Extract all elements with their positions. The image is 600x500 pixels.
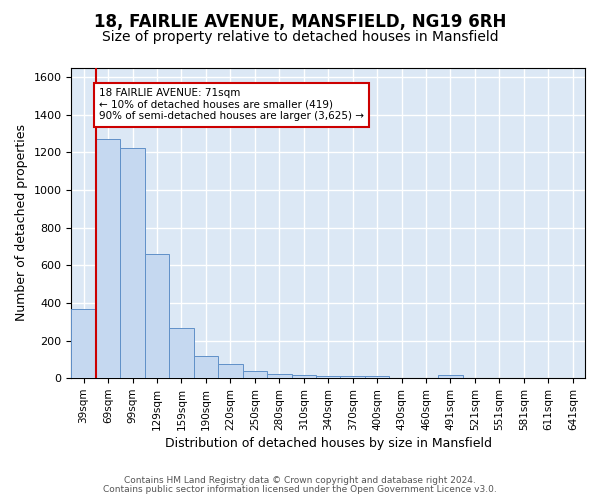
Bar	[96, 139, 121, 378]
Bar	[145, 254, 169, 378]
Text: Size of property relative to detached houses in Mansfield: Size of property relative to detached ho…	[101, 30, 499, 44]
Bar	[438, 375, 463, 378]
Bar	[242, 371, 267, 378]
Bar	[218, 364, 242, 378]
Text: 18 FAIRLIE AVENUE: 71sqm
← 10% of detached houses are smaller (419)
90% of semi-: 18 FAIRLIE AVENUE: 71sqm ← 10% of detach…	[99, 88, 364, 122]
X-axis label: Distribution of detached houses by size in Mansfield: Distribution of detached houses by size …	[165, 437, 492, 450]
Bar	[292, 376, 316, 378]
Text: 18, FAIRLIE AVENUE, MANSFIELD, NG19 6RH: 18, FAIRLIE AVENUE, MANSFIELD, NG19 6RH	[94, 12, 506, 30]
Bar	[340, 376, 365, 378]
Y-axis label: Number of detached properties: Number of detached properties	[15, 124, 28, 322]
Bar	[267, 374, 292, 378]
Bar	[194, 356, 218, 378]
Bar	[365, 376, 389, 378]
Bar	[121, 148, 145, 378]
Text: Contains HM Land Registry data © Crown copyright and database right 2024.: Contains HM Land Registry data © Crown c…	[124, 476, 476, 485]
Bar	[316, 376, 340, 378]
Bar	[169, 328, 194, 378]
Text: Contains public sector information licensed under the Open Government Licence v3: Contains public sector information licen…	[103, 485, 497, 494]
Bar	[71, 308, 96, 378]
